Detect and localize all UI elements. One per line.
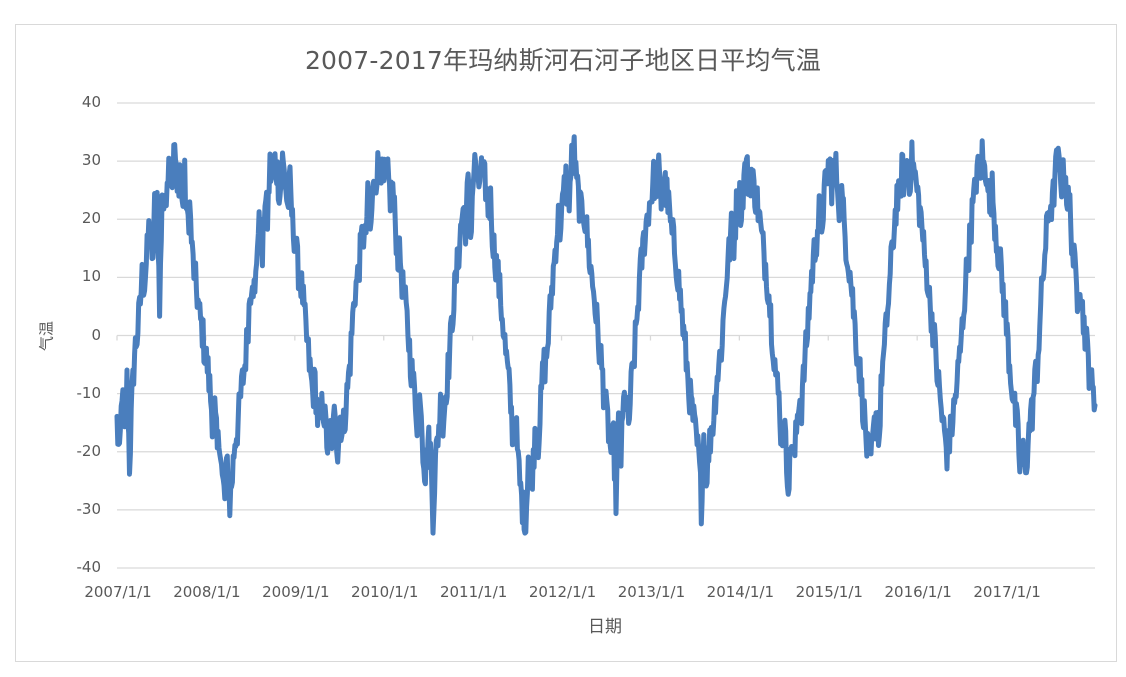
x-tick-label: 2011/1/1 — [439, 583, 508, 601]
y-tick-label: 40 — [81, 93, 101, 111]
x-tick-label: 2017/1/1 — [973, 583, 1041, 601]
y-tick-label: -20 — [76, 441, 102, 460]
x-tick-label: 2015/1/1 — [795, 583, 863, 601]
x-tick-label: 2007/1/1 — [84, 583, 152, 601]
temperature-series-line — [114, 134, 1098, 536]
y-tick-label: -10 — [76, 383, 102, 402]
x-axis-title: 日期 — [588, 617, 622, 637]
x-tick-label: 2013/1/1 — [617, 583, 686, 601]
x-tick-label: 2008/1/1 — [173, 583, 241, 601]
x-tick-label: 2009/1/1 — [262, 583, 330, 601]
x-tick-label: 2016/1/1 — [884, 583, 952, 601]
gridlines — [116, 102, 1095, 569]
chart-title: 2007-2017年玛纳斯河石河子地区日平均气温 — [304, 46, 822, 75]
y-tick-label: 0 — [91, 325, 101, 344]
y-tick-label: 10 — [81, 267, 101, 286]
x-tick-label: 2014/1/1 — [706, 583, 775, 601]
y-tick-label: 30 — [81, 151, 101, 170]
x-tick-label: 2012/1/1 — [528, 583, 597, 601]
x-tick-label: 2010/1/1 — [351, 583, 419, 601]
y-tick-label: -30 — [76, 499, 102, 518]
y-tick-label: -40 — [76, 558, 102, 576]
y-tick-label: 20 — [81, 209, 101, 228]
